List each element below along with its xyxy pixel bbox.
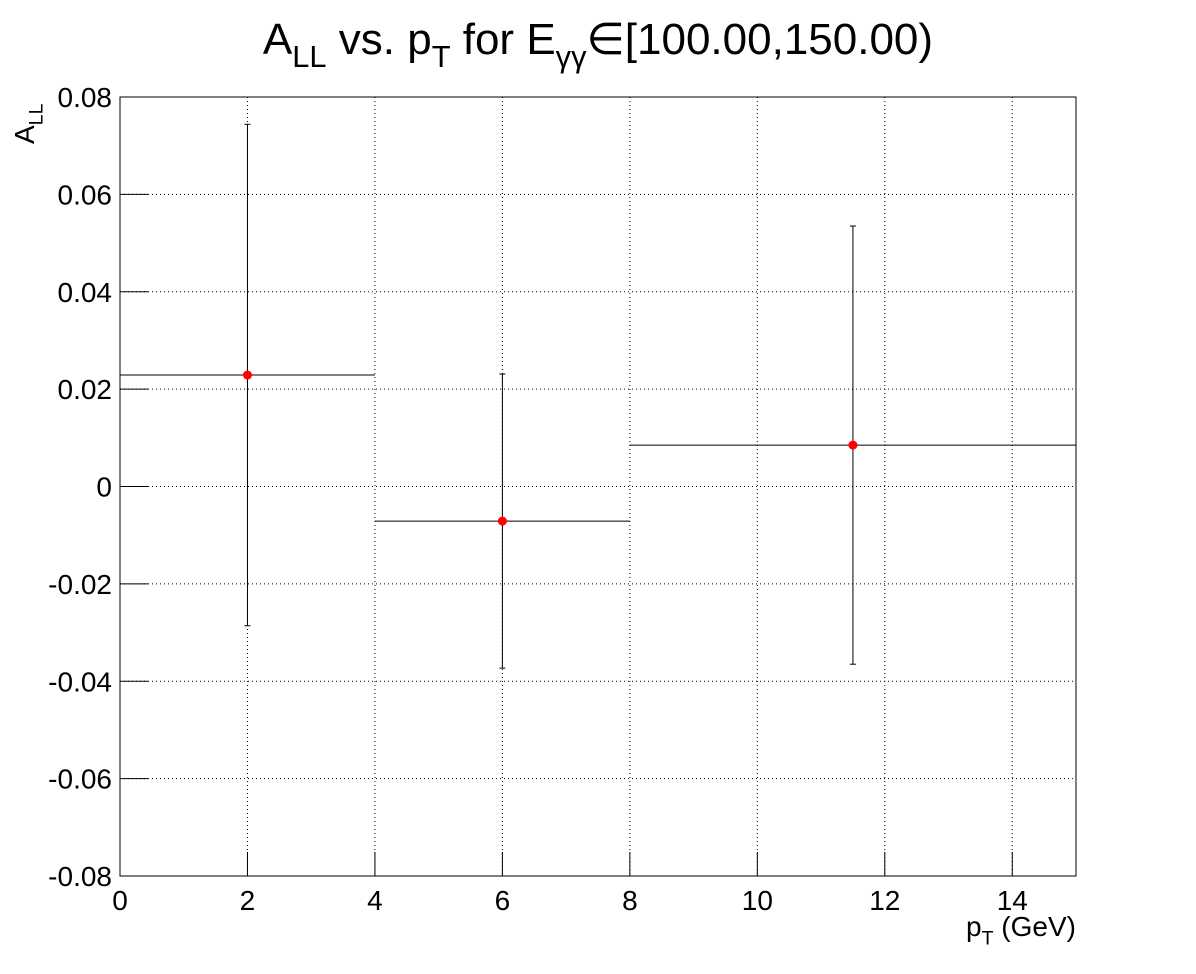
subscript: LL: [292, 39, 326, 74]
x-tick-label: 10: [742, 885, 773, 916]
y-tick-label: 0.06: [58, 179, 113, 210]
y-tick-label: 0.02: [58, 374, 113, 405]
text-part: for E: [451, 15, 556, 64]
data-point: [848, 440, 858, 450]
data-point: [242, 370, 252, 380]
data-point: [497, 516, 507, 526]
y-tick-label: 0.04: [58, 277, 113, 308]
subscript: γγ: [556, 39, 587, 74]
text-part: A: [263, 15, 293, 64]
text-part: vs. p: [327, 15, 432, 64]
x-tick-label: 0: [112, 885, 128, 916]
text-part: A: [9, 125, 40, 144]
x-tick-label: 4: [367, 885, 383, 916]
y-tick-label: -0.04: [48, 666, 112, 697]
subscript: T: [432, 39, 451, 74]
y-tick-label: -0.02: [48, 569, 112, 600]
y-tick-label: 0: [96, 472, 112, 503]
y-tick-label: 0.08: [58, 82, 113, 113]
y-axis-label: ALL: [9, 103, 47, 144]
text-part: ∈[100.00,150.00): [586, 15, 933, 64]
subscript: T: [982, 927, 994, 949]
x-tick-label: 8: [622, 885, 638, 916]
chart-title: ALL vs. pT for Eγγ∈[100.00,150.00): [263, 15, 933, 74]
x-axis-label: pT (GeV): [966, 911, 1076, 949]
x-tick-label: 12: [869, 885, 900, 916]
x-tick-label: 6: [495, 885, 511, 916]
subscript: LL: [25, 103, 47, 125]
x-tick-label: 2: [240, 885, 256, 916]
text-part: p: [966, 911, 982, 942]
y-tick-label: -0.06: [48, 764, 112, 795]
text-part: (GeV): [994, 911, 1076, 942]
y-tick-label: -0.08: [48, 861, 112, 892]
x-tick-label: 14: [997, 885, 1028, 916]
